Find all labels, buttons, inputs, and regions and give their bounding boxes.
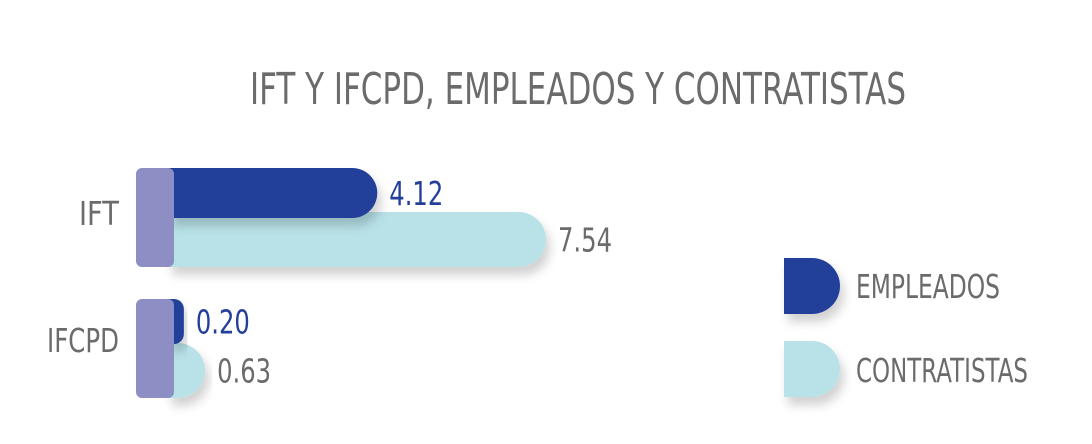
bar-empleados-ift [168, 168, 378, 218]
category-cap-ifcpd [136, 299, 174, 398]
legend-swatch-empleados [784, 258, 840, 314]
bar-contratistas-ifcpd [168, 343, 206, 398]
category-label-ift: IFT [79, 194, 120, 233]
chart-title: IFT Y IFCPD, EMPLEADOS Y CONTRATISTAS [250, 64, 906, 115]
legend-label-contratistas: CONTRATISTAS [856, 351, 1028, 390]
value-label-contratistas-ifcpd: 0.63 [217, 352, 271, 391]
bars-group: 4.12 7.54 0.20 0.63 [136, 168, 612, 398]
category-cap-ift [136, 168, 174, 267]
bar-contratistas-ift [168, 212, 546, 267]
value-label-contratistas-ift: 7.54 [558, 221, 612, 260]
value-label-empleados-ift: 4.12 [389, 174, 443, 213]
category-label-ifcpd: IFCPD [47, 321, 119, 360]
legend: EMPLEADOS CONTRATISTAS [784, 258, 1028, 397]
legend-swatch-contratistas [784, 341, 840, 397]
legend-label-empleados: EMPLEADOS [856, 267, 1000, 306]
value-label-empleados-ifcpd: 0.20 [196, 303, 250, 342]
